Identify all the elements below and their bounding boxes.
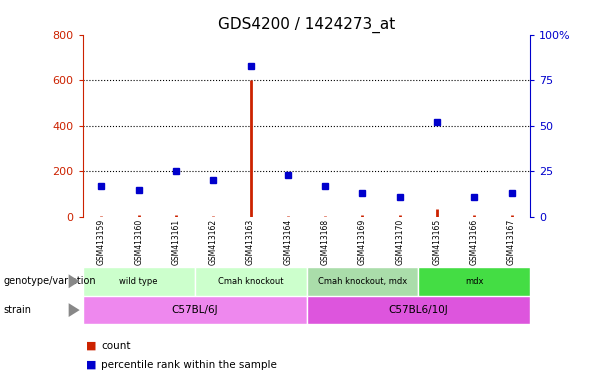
Text: GSM413164: GSM413164 (283, 219, 292, 265)
Text: GSM413161: GSM413161 (172, 219, 180, 265)
Text: GSM413162: GSM413162 (209, 219, 218, 265)
Text: GSM413159: GSM413159 (97, 219, 106, 265)
Title: GDS4200 / 1424273_at: GDS4200 / 1424273_at (218, 17, 395, 33)
Text: Cmah knockout, mdx: Cmah knockout, mdx (318, 277, 407, 286)
Text: GSM413167: GSM413167 (507, 219, 516, 265)
Text: GSM413160: GSM413160 (134, 219, 143, 265)
Text: strain: strain (3, 305, 31, 315)
Text: ■: ■ (86, 341, 96, 351)
Bar (195, 267, 306, 296)
Text: mdx: mdx (465, 277, 484, 286)
Text: ■: ■ (86, 360, 96, 370)
Text: percentile rank within the sample: percentile rank within the sample (101, 360, 277, 370)
Text: GSM413168: GSM413168 (321, 219, 330, 265)
Text: GSM413169: GSM413169 (358, 219, 367, 265)
Text: C57BL/6J: C57BL/6J (171, 305, 218, 315)
Text: genotype/variation: genotype/variation (3, 276, 96, 286)
Text: C57BL6/10J: C57BL6/10J (389, 305, 448, 315)
Text: GSM413170: GSM413170 (395, 219, 404, 265)
Text: GSM413165: GSM413165 (433, 219, 441, 265)
Bar (306, 267, 418, 296)
Bar (418, 267, 530, 296)
Text: Cmah knockout: Cmah knockout (218, 277, 283, 286)
Text: GSM413166: GSM413166 (470, 219, 479, 265)
Text: wild type: wild type (120, 277, 158, 286)
Text: count: count (101, 341, 131, 351)
Bar (83, 267, 195, 296)
Bar (306, 296, 530, 324)
Bar (83, 296, 306, 324)
Text: GSM413163: GSM413163 (246, 219, 255, 265)
